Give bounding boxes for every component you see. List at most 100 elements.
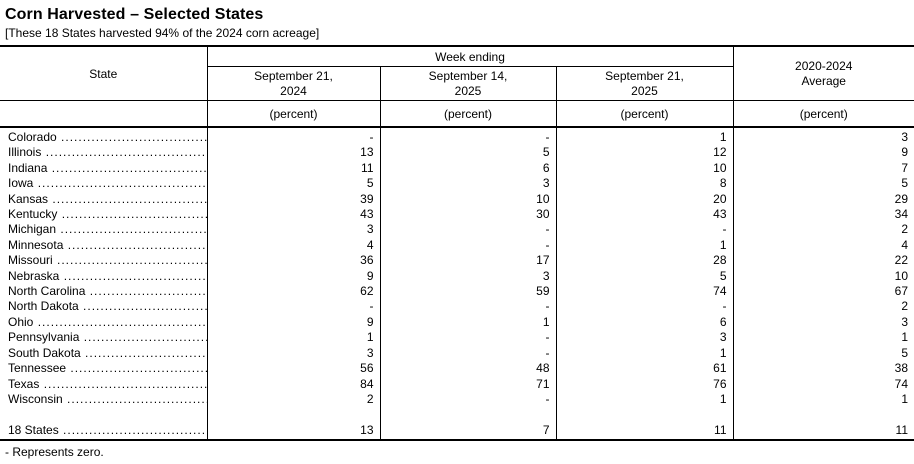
table-row: Texas ..................................… (0, 376, 914, 392)
state-cell: Tennessee ..............................… (0, 361, 207, 376)
table-row: Nebraska ...............................… (0, 268, 914, 285)
table-row: Iowa ...................................… (0, 176, 914, 192)
value-2020-2024-average: 1 (732, 330, 914, 346)
state-cell: North Carolina .........................… (0, 284, 207, 299)
value-week-sep21-2025: 74 (555, 284, 733, 300)
state-cell: Texas ..................................… (0, 377, 207, 392)
state-label: South Dakota (8, 345, 81, 360)
average-column-header: 2020-2024 Average (732, 45, 914, 101)
state-label: Indiana (8, 160, 48, 175)
value-week-sep21-2025: 6 (555, 314, 733, 331)
state-cell: Minnesota ..............................… (0, 238, 207, 253)
value-week-sep14-2025: - (379, 391, 556, 408)
state-label: Wisconsin (8, 391, 63, 406)
value-2020-2024-average: 4 (732, 237, 914, 254)
value-week-sep21-2024: 39 (206, 191, 380, 208)
dot-leader: ........................................… (83, 330, 207, 345)
table-row: South Dakota ...........................… (0, 345, 914, 362)
value-2020-2024-average: 7 (732, 160, 914, 177)
state-cell: 18 States ..............................… (0, 421, 207, 442)
state-label: Texas (8, 376, 40, 391)
value-week-sep14-2025: - (379, 237, 556, 254)
value-week-sep14-2025: 71 (379, 376, 556, 392)
unit-header-4: (percent) (732, 100, 914, 128)
value-2020-2024-average: 1 (732, 391, 914, 408)
value-week-sep21-2024: 62 (206, 284, 380, 300)
table-row: Missouri ...............................… (0, 253, 914, 269)
dot-leader: ........................................… (51, 160, 207, 175)
state-cell: Ohio ...................................… (0, 315, 207, 330)
value-2020-2024-average: 74 (732, 376, 914, 392)
value-week-sep21-2025: 1 (555, 391, 733, 408)
dot-leader: ........................................… (37, 176, 207, 191)
value-week-sep21-2025: 1 (555, 127, 733, 146)
header-row-dates: September 21, 2024 September 14, 2025 Se… (0, 66, 914, 101)
table-row: Colorado ...............................… (0, 127, 914, 146)
state-cell: South Dakota ...........................… (0, 346, 207, 361)
value-week-sep21-2024: 56 (206, 361, 380, 377)
state-label: Minnesota (8, 237, 64, 252)
header-row-group: State Week ending 2020-2024 Average (0, 45, 914, 101)
date-column-header-3: September 21, 2025 (555, 66, 733, 101)
dot-leader: ........................................… (60, 222, 207, 237)
date-column-header-2: September 14, 2025 (379, 66, 556, 101)
state-cell: Missouri ...............................… (0, 253, 207, 268)
state-label: Tennessee (8, 361, 67, 376)
value-2020-2024-average: 34 (732, 207, 914, 223)
value-week-sep21-2024: - (206, 127, 380, 146)
state-cell: Kentucky ...............................… (0, 207, 207, 222)
value-week-sep14-2025: - (379, 299, 556, 315)
state-cell: Illinois ...............................… (0, 145, 207, 160)
dot-leader: ........................................… (57, 253, 207, 268)
table-body: Colorado ...............................… (0, 127, 914, 442)
value-week-sep21-2025: 12 (555, 145, 733, 161)
dot-leader: ........................................… (52, 191, 207, 206)
state-label: Michigan (8, 222, 57, 237)
value-week-sep21-2025 (555, 407, 733, 422)
value-week-sep21-2024 (206, 407, 380, 422)
table-row: North Carolina .........................… (0, 284, 914, 300)
value-week-sep21-2025: - (555, 222, 733, 238)
value-2020-2024-average: 5 (732, 176, 914, 192)
state-label: Kansas (8, 191, 49, 206)
state-label: Iowa (8, 176, 34, 191)
value-week-sep14-2025: - (379, 222, 556, 238)
dot-leader: ........................................… (83, 299, 207, 314)
dot-leader: ........................................… (37, 314, 207, 329)
dot-leader: ........................................… (45, 145, 207, 160)
value-week-sep14-2025: 7 (379, 421, 556, 442)
value-week-sep14-2025 (379, 407, 556, 422)
corn-harvested-table: State Week ending 2020-2024 Average Sept… (0, 45, 914, 442)
value-2020-2024-average: 10 (732, 268, 914, 285)
table-row: Ohio ...................................… (0, 314, 914, 331)
value-2020-2024-average: 38 (732, 361, 914, 377)
value-week-sep21-2024: - (206, 299, 380, 315)
value-2020-2024-average: 11 (732, 421, 914, 442)
state-label: Colorado (8, 130, 57, 144)
value-week-sep21-2024: 3 (206, 222, 380, 238)
state-label: North Carolina (8, 284, 86, 299)
value-week-sep21-2025: 5 (555, 268, 733, 285)
value-week-sep21-2025: 10 (555, 160, 733, 177)
state-cell: Iowa ...................................… (0, 176, 207, 191)
state-label: North Dakota (8, 299, 79, 314)
dot-leader: ........................................… (43, 376, 207, 391)
value-week-sep21-2025: 76 (555, 376, 733, 392)
value-week-sep21-2024: 36 (206, 253, 380, 269)
table-row: Wisconsin ..............................… (0, 391, 914, 408)
table-header: State Week ending 2020-2024 Average Sept… (0, 45, 914, 128)
date-column-header-1: September 21, 2024 (206, 66, 380, 101)
table-row: North Dakota ...........................… (0, 299, 914, 315)
state-label: Nebraska (8, 268, 60, 283)
value-week-sep14-2025: - (379, 127, 556, 146)
value-2020-2024-average (732, 407, 914, 422)
dot-leader: ........................................… (67, 391, 207, 406)
dot-leader: ........................................… (67, 237, 207, 252)
value-week-sep14-2025: - (379, 330, 556, 346)
state-column-header: State (0, 45, 208, 101)
dot-leader: ........................................… (63, 422, 207, 437)
value-week-sep14-2025: 10 (379, 191, 556, 208)
state-cell: Pennsylvania ...........................… (0, 330, 207, 345)
state-label: Missouri (8, 253, 53, 268)
